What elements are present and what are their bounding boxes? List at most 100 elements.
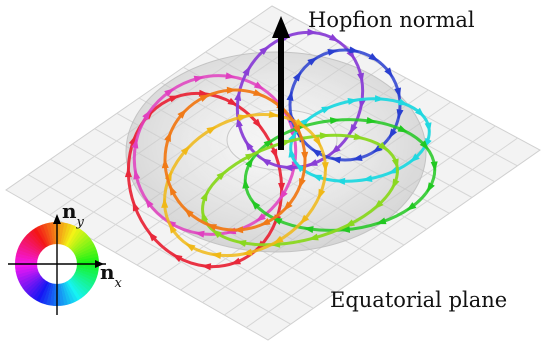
spin-cone (244, 140, 254, 151)
spin-cone (268, 111, 280, 118)
spin-cone (133, 169, 141, 180)
spin-cone (318, 188, 326, 200)
spin-cone (131, 138, 139, 149)
spin-cone (391, 158, 399, 169)
spin-cone (201, 211, 209, 222)
spin-cone (424, 122, 432, 133)
spin-cone (286, 90, 294, 101)
spin-cone (216, 170, 227, 181)
spin-cone (206, 224, 217, 231)
spin-cone (384, 67, 393, 78)
spin-cone (253, 81, 265, 90)
grid-line (27, 174, 291, 325)
spin-cone (199, 94, 210, 102)
spin-cone (368, 52, 379, 62)
spin-cone (161, 197, 169, 208)
spin-cone (282, 164, 293, 172)
spin-cone (164, 88, 175, 97)
wheel-y-arrow-head (53, 214, 61, 224)
spin-cone (270, 148, 278, 160)
spin-cone (426, 182, 435, 193)
spin-cone (124, 167, 132, 178)
spin-cone (172, 254, 183, 263)
spin-cone (193, 75, 205, 83)
spin-cone (184, 208, 194, 218)
spin-cone (245, 157, 254, 168)
spin-cone (255, 213, 266, 222)
spin-cone (198, 89, 210, 97)
hopfion-normal-label: Hopfion normal (308, 8, 475, 32)
spin-cone (311, 174, 323, 182)
spin-cone (330, 145, 341, 155)
spin-cone (378, 141, 389, 151)
spin-cone (252, 118, 262, 129)
spin-cone (311, 148, 322, 158)
spin-cone (375, 217, 387, 225)
spin-cone (169, 95, 180, 103)
spin-cone (194, 230, 205, 238)
spin-cone (260, 218, 271, 226)
spin-cone (349, 46, 360, 54)
spin-cone (273, 235, 284, 244)
spin-cone (185, 243, 196, 252)
spin-cone (415, 107, 425, 118)
spin-cone (295, 162, 305, 173)
spin-cone (293, 124, 301, 135)
spin-cone (307, 159, 318, 166)
spin-cone (397, 125, 409, 133)
spin-cone (307, 57, 318, 66)
spin-cone (132, 200, 140, 212)
spin-cone (242, 65, 251, 77)
spin-cone (235, 240, 247, 247)
spin-cone (419, 140, 429, 151)
spin-cone (211, 229, 222, 239)
spin-cone (396, 109, 404, 120)
spin-cone (374, 95, 385, 103)
spin-cone (373, 199, 384, 210)
spin-cone (299, 214, 310, 225)
spin-cone (142, 109, 151, 121)
spin-cone (394, 87, 402, 98)
spin-cone (292, 71, 302, 82)
spin-cone (288, 147, 296, 158)
spin-cone (388, 128, 398, 139)
spin-cone (180, 145, 191, 156)
spin-cone (308, 233, 319, 241)
spin-cone (253, 89, 264, 96)
spin-cone (329, 117, 341, 125)
spin-cone (226, 86, 237, 94)
preimage-rings (124, 28, 438, 271)
spin-cone (362, 175, 373, 182)
spin-cone (409, 153, 420, 163)
spin-cone (349, 123, 358, 135)
spin-cone (128, 134, 136, 146)
spin-cone (242, 178, 250, 189)
spin-cone (406, 202, 417, 211)
spin-cone (328, 33, 340, 42)
spin-cone (319, 132, 331, 140)
spin-cone (392, 178, 400, 190)
spin-cone (259, 45, 270, 55)
spin-cone (321, 106, 332, 114)
spin-cone (237, 114, 249, 122)
spin-cone (327, 48, 338, 56)
spin-cone (330, 156, 341, 164)
spin-cone (161, 158, 169, 169)
spin-cone (225, 72, 236, 80)
spin-cone (263, 139, 274, 148)
spin-cone (227, 97, 238, 106)
spin-cone (357, 72, 365, 84)
spin-cone (352, 154, 363, 162)
spin-cone (168, 223, 177, 234)
spin-cone (241, 248, 253, 256)
spin-cone (148, 231, 158, 242)
nx-axis-label: nx (100, 260, 122, 291)
spin-cone (177, 109, 187, 119)
spin-cone (210, 252, 222, 259)
spin-cone (303, 226, 314, 233)
spin-cone (353, 133, 365, 140)
color-wheel-legend (8, 214, 106, 315)
spin-cone (144, 197, 154, 209)
wheel-x-arrow-head (95, 260, 104, 268)
